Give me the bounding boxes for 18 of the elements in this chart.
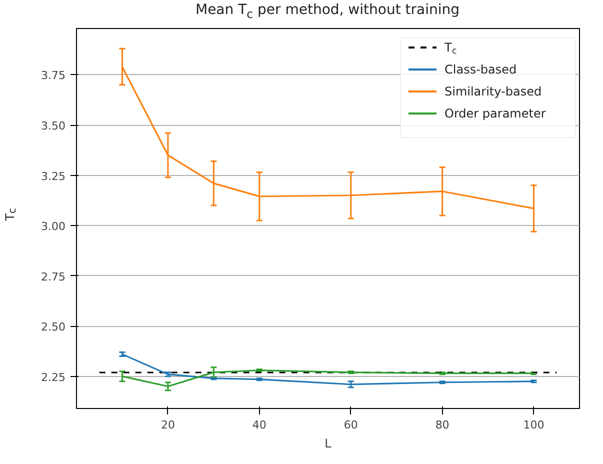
- chart-title: Mean T$_{c}$ per method, without training: [195, 1, 460, 22]
- y-tick-label: 2.75: [41, 270, 66, 284]
- x-tick-label: 80: [435, 418, 450, 432]
- x-tick-label: 40: [252, 418, 266, 432]
- x-tick-label: 100: [523, 418, 544, 432]
- x-tick-label: 60: [344, 418, 358, 432]
- y-tick-label: 2.25: [41, 370, 66, 384]
- y-tick-label: 3.25: [41, 170, 66, 183]
- line-series: [121, 370, 535, 388]
- y-tick-label: 3.75: [41, 69, 66, 82]
- x-tick-label: 20: [160, 418, 175, 432]
- legend-label: Class-based: [444, 62, 517, 76]
- y-tick-label: 3.00: [41, 220, 66, 234]
- x-axis-title: L: [324, 436, 332, 450]
- y-tick-label: 2.50: [41, 320, 66, 334]
- legend-label: Similarity-based: [444, 84, 542, 98]
- legend-label: Order parameter: [444, 106, 546, 120]
- y-tick-label: 3.50: [41, 120, 66, 133]
